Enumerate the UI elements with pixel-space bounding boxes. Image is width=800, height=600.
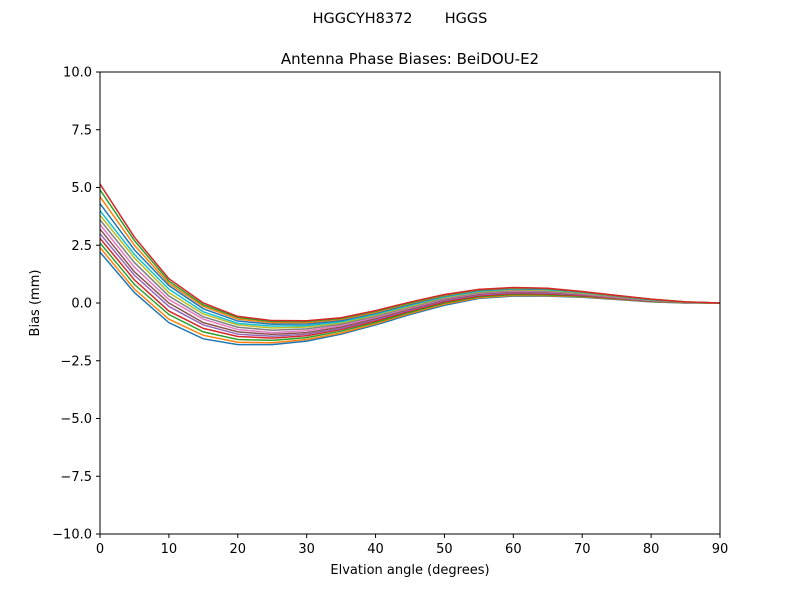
y-axis: −10.0 −7.5 −5.0 −2.5 0.0 2.5 5.0 7.5 10.0 — [52, 66, 100, 543]
x-tick-label: 70 — [574, 542, 591, 557]
x-tick-label: 60 — [505, 542, 522, 557]
x-axis: 0 10 20 30 40 50 60 70 80 90 — [96, 534, 728, 557]
y-tick-label: −2.5 — [60, 354, 92, 369]
x-tick-label: 90 — [712, 542, 729, 557]
series-line-3 — [99, 242, 721, 342]
y-tick-label: −10.0 — [52, 528, 92, 543]
series-line-4 — [99, 237, 721, 339]
series-line-12 — [99, 196, 721, 324]
x-tick-label: 80 — [643, 542, 660, 557]
x-tick-label: 30 — [298, 542, 315, 557]
x-tick-label: 50 — [436, 542, 453, 557]
chart-title: Antenna Phase Biases: BeiDOU-E2 — [281, 50, 539, 68]
x-axis-label: Elvation angle (degrees) — [330, 563, 489, 578]
y-tick-label: −5.0 — [60, 412, 92, 427]
y-tick-label: 2.5 — [71, 239, 92, 254]
y-tick-label: 5.0 — [71, 181, 92, 196]
series-line-14 — [99, 183, 721, 322]
x-tick-label: 10 — [161, 542, 178, 557]
x-tick-label: 40 — [367, 542, 384, 557]
figure-suptitle: HGGCYH8372 HGGS — [313, 11, 488, 27]
y-tick-label: −7.5 — [60, 470, 92, 485]
series-line-5 — [99, 233, 721, 338]
y-tick-label: 7.5 — [71, 123, 92, 138]
y-tick-label: 0.0 — [71, 297, 92, 312]
y-axis-label: Bias (mm) — [28, 270, 43, 337]
x-tick-label: 0 — [96, 542, 104, 557]
x-tick-label: 20 — [230, 542, 247, 557]
plot-lines — [99, 183, 721, 346]
y-tick-label: 10.0 — [63, 66, 92, 81]
